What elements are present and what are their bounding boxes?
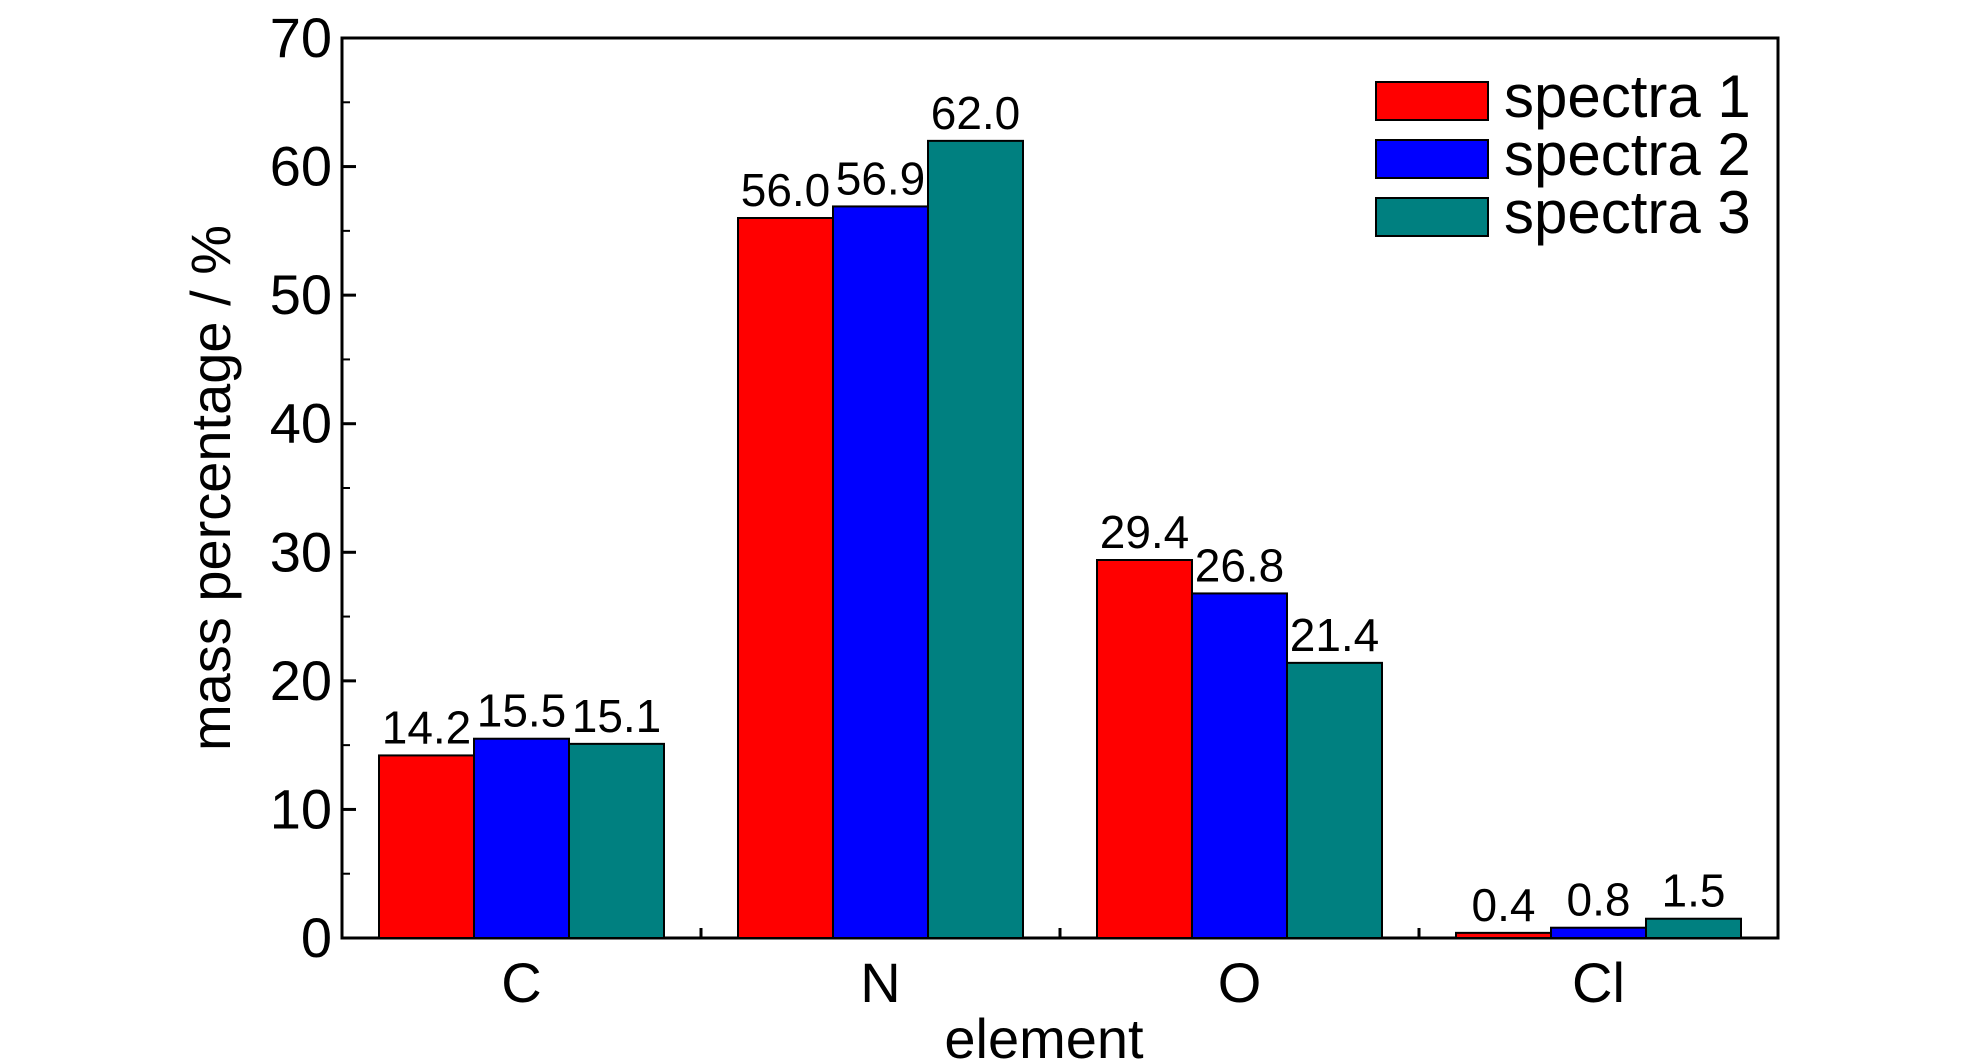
value-labels: 14.2 15.5 15.1 56.0 56.962.0 29.426.821.4 0.4 0… [382,87,1726,931]
data-label: 15.1 [572,690,662,742]
bar-C-3 [568,742,665,939]
data-label: 14.2 [382,701,472,753]
bar-Cl-1 [1455,931,1552,939]
x-tick-label: O [1218,951,1262,1014]
data-label: 56.0 [741,164,831,216]
legend-swatch [1375,139,1489,179]
bar-N-3 [927,139,1024,940]
y-tick-label: 30 [270,520,332,583]
data-label: 21.4 [1290,609,1380,661]
bar-O-2 [1191,592,1288,940]
data-label: 62.0 [931,87,1021,139]
data-label: 0.4 [1472,879,1536,931]
data-label: 56.9 [836,152,926,204]
data-label: 26.8 [1195,539,1285,591]
y-tick-label: 10 [270,777,332,840]
x-tick-label: N [860,951,900,1014]
y-tick-label: 0 [301,906,332,969]
data-label: 1.5 [1662,865,1726,917]
bar-C-1 [378,754,475,940]
bar-N-2 [832,205,929,939]
x-axis: C N O Cl [501,928,1625,1014]
legend-label: spectra 2 [1504,121,1751,188]
bar-Cl-2 [1550,926,1647,940]
legend-label: spectra 3 [1504,179,1751,246]
data-label: 29.4 [1100,506,1190,558]
x-axis-title: element [944,1007,1144,1063]
bar-Cl-3 [1645,917,1742,940]
bars [378,139,1742,940]
legend-label: spectra 1 [1504,63,1751,130]
bar-O-3 [1286,661,1383,939]
x-tick-label: Cl [1572,951,1625,1014]
y-tick-label: 40 [270,392,332,455]
bar-O-1 [1096,559,1193,939]
y-axis-title: mass percentage / % [179,225,242,751]
legend-swatch [1375,81,1489,121]
y-axis: 0 10 20 30 40 50 60 70 [270,6,356,969]
y-tick-label: 70 [270,6,332,69]
bar-N-1 [737,217,834,939]
data-label: 0.8 [1567,874,1631,926]
legend-swatch [1375,197,1489,237]
data-label: 15.5 [477,685,567,737]
x-tick-label: C [501,951,541,1014]
y-tick-label: 20 [270,649,332,712]
y-tick-label: 60 [270,135,332,198]
bar-C-2 [473,737,570,940]
y-tick-label: 50 [270,263,332,326]
